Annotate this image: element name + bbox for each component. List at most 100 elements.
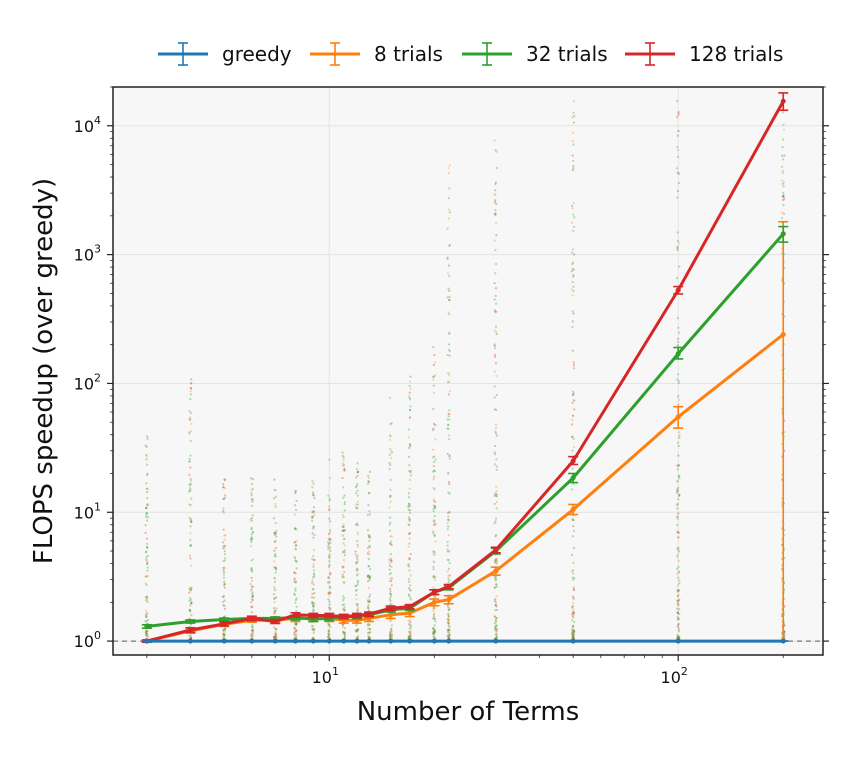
- scatter-point: [408, 630, 411, 634]
- scatter-point: [494, 604, 497, 607]
- scatter-point: [294, 540, 297, 544]
- legend-label: 32 trials: [526, 42, 608, 66]
- scatter-point: [433, 553, 436, 556]
- scatter-point: [312, 559, 315, 562]
- scatter-point: [448, 187, 451, 190]
- scatter-point: [189, 609, 192, 612]
- scatter-point: [342, 550, 345, 553]
- scatter-point: [146, 503, 149, 507]
- scatter-point: [572, 159, 575, 163]
- scatter-point: [409, 589, 412, 592]
- scatter-point: [369, 567, 372, 571]
- data-point-8-trials: [407, 610, 413, 616]
- scatter-point: [388, 461, 391, 465]
- data-point-128-trials: [570, 458, 576, 464]
- scatter-point: [354, 584, 357, 588]
- scatter-point: [272, 497, 276, 500]
- scatter-point: [781, 182, 784, 185]
- scatter-point: [447, 558, 450, 562]
- scatter-point: [312, 525, 315, 528]
- scatter-point: [448, 275, 451, 278]
- scatter-point: [572, 572, 575, 575]
- data-point-greedy: [446, 638, 452, 644]
- scatter-point: [495, 507, 498, 510]
- scatter-point: [571, 116, 574, 119]
- scatter-point: [677, 617, 680, 621]
- scatter-point: [678, 493, 681, 496]
- scatter-point: [409, 596, 412, 599]
- scatter-point: [145, 630, 148, 634]
- data-point-greedy: [366, 638, 372, 644]
- legend-label: 128 trials: [689, 42, 783, 66]
- scatter-point: [145, 599, 149, 602]
- scatter-point: [448, 295, 451, 298]
- scatter-point: [447, 208, 450, 211]
- scatter-point: [188, 608, 191, 611]
- scatter-point: [677, 464, 680, 467]
- scatter-point: [408, 580, 411, 583]
- scatter-point: [495, 585, 498, 589]
- scatter-point: [354, 589, 357, 592]
- scatter-point: [146, 437, 149, 440]
- scatter-point: [447, 608, 451, 612]
- scatter-point: [782, 185, 785, 188]
- data-point-greedy: [326, 638, 332, 644]
- scatter-point: [329, 529, 332, 532]
- scatter-point: [146, 435, 149, 438]
- scatter-point: [251, 598, 254, 601]
- scatter-point: [447, 618, 450, 621]
- scatter-point: [273, 549, 276, 552]
- scatter-point: [494, 193, 497, 196]
- scatter-point: [389, 634, 392, 637]
- scatter-point: [343, 537, 346, 541]
- scatter-point: [367, 622, 370, 626]
- scatter-point: [677, 181, 681, 185]
- scatter-point: [390, 577, 393, 580]
- scatter-point: [572, 274, 575, 277]
- scatter-point: [782, 212, 785, 215]
- scatter-point: [677, 454, 680, 457]
- scatter-point: [494, 560, 497, 563]
- scatter-point: [250, 588, 253, 591]
- scatter-point: [495, 583, 498, 586]
- scatter-point: [677, 570, 681, 573]
- scatter-point: [495, 166, 498, 170]
- scatter-point: [328, 553, 331, 556]
- scatter-point: [293, 632, 296, 635]
- scatter-point: [272, 635, 276, 639]
- scatter-point: [144, 615, 148, 618]
- scatter-point: [274, 566, 277, 569]
- scatter-point: [493, 494, 496, 497]
- scatter-point: [448, 331, 451, 334]
- scatter-point: [782, 181, 786, 184]
- scatter-point: [310, 519, 314, 522]
- scatter-point: [572, 398, 575, 401]
- scatter-point: [250, 570, 254, 573]
- scatter-point: [328, 555, 331, 558]
- scatter-point: [295, 528, 298, 531]
- scatter-point: [571, 636, 574, 639]
- scatter-point: [222, 511, 226, 515]
- scatter-point: [222, 604, 225, 607]
- scatter-point: [494, 272, 497, 275]
- scatter-point: [677, 530, 680, 534]
- scatter-point: [251, 628, 254, 631]
- scatter-point: [675, 116, 679, 119]
- scatter-point: [367, 586, 370, 589]
- scatter-point: [571, 605, 574, 608]
- scatter-point: [493, 344, 496, 347]
- scatter-point: [494, 558, 497, 561]
- scatter-point: [448, 211, 452, 214]
- scatter-point: [677, 602, 680, 606]
- scatter-point: [275, 635, 278, 638]
- scatter-point: [678, 265, 681, 268]
- scatter-point: [495, 468, 498, 472]
- scatter-point: [433, 514, 436, 518]
- scatter-point: [572, 634, 575, 637]
- scatter-point: [407, 496, 411, 499]
- scatter-point: [390, 572, 393, 575]
- scatter-point: [354, 553, 357, 556]
- scatter-point: [572, 633, 575, 636]
- scatter-point: [432, 633, 436, 637]
- scatter-point: [448, 164, 451, 167]
